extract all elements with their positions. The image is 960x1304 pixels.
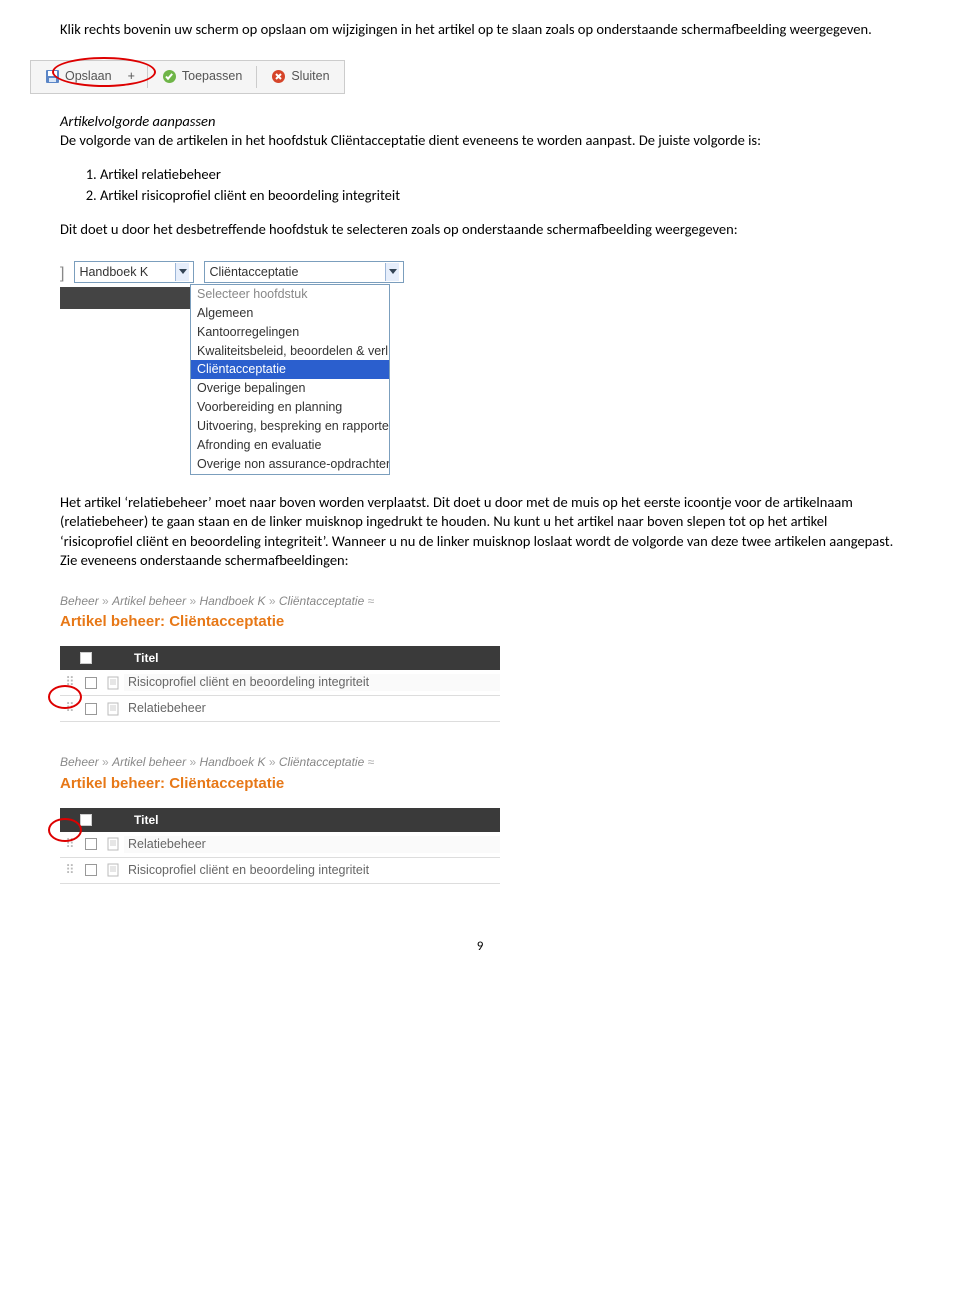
dropdown-option[interactable]: Selecteer hoofdstuk <box>191 285 389 304</box>
dropdown-option[interactable]: Overige bepalingen <box>191 379 389 398</box>
crumb-item: Cliëntacceptatie <box>279 755 364 769</box>
ordered-list: Artikel relatiebeheer Artikel risicoprof… <box>100 165 900 206</box>
dropdown-option[interactable]: Kantoorregelingen <box>191 323 389 342</box>
crumb-item: Beheer <box>60 594 99 608</box>
row-title: Relatiebeheer <box>124 700 500 717</box>
dropdown-option[interactable]: Uitvoering, bespreking en rapporte <box>191 417 389 436</box>
handboek-value: Handboek K <box>79 264 148 281</box>
dropdown-options: Selecteer hoofdstuk Algemeen Kantoorrege… <box>190 284 390 475</box>
row-title: Risicoprofiel cliënt en beoordeling inte… <box>124 862 500 879</box>
hoofdstuk-value: Cliëntacceptatie <box>209 264 298 281</box>
save-icon <box>45 69 60 84</box>
intro-paragraph: Klik rechts bovenin uw scherm op opslaan… <box>60 20 900 40</box>
select-all-checkbox[interactable] <box>80 814 92 826</box>
list-item: Artikel relatiebeheer <box>100 165 900 185</box>
row-checkbox[interactable] <box>85 703 97 715</box>
drag-handle-icon[interactable]: ⠿ <box>60 836 80 853</box>
section-heading: Artikelvolgorde aanpassen De volgorde va… <box>60 112 900 151</box>
dropdown-option[interactable]: Overige non assurance-opdrachter <box>191 455 389 474</box>
table-row[interactable]: ⠿ Relatiebeheer <box>60 696 500 722</box>
select-all-checkbox[interactable] <box>80 652 92 664</box>
chevron-down-icon <box>175 263 189 281</box>
hoofdstuk-select[interactable]: Cliëntacceptatie <box>204 261 404 283</box>
dropdown-option[interactable]: Voorbereiding en planning <box>191 398 389 417</box>
list-title: Artikel beheer: Cliëntacceptatie <box>60 612 500 632</box>
crumb-item: Beheer <box>60 755 99 769</box>
handboek-select[interactable]: Handboek K <box>74 261 194 283</box>
apply-button[interactable]: Toepassen <box>154 65 250 88</box>
drag-handle-icon[interactable]: ⠿ <box>60 700 80 717</box>
drag-explanation: Het artikel ‘relatiebeheer’ moet naar bo… <box>60 493 900 571</box>
row-title: Relatiebeheer <box>124 836 500 853</box>
after-list-text: Dit doet u door het desbetreffende hoofd… <box>60 220 900 240</box>
list-screenshot-after: Beheer » Artikel beheer » Handboek K » C… <box>60 754 500 883</box>
chevron-down-icon <box>385 263 399 281</box>
list-item: Artikel risicoprofiel cliënt en beoordel… <box>100 186 900 206</box>
breadcrumb: Beheer » Artikel beheer » Handboek K » C… <box>60 754 500 770</box>
row-checkbox[interactable] <box>85 864 97 876</box>
gray-bg-bar <box>60 287 190 309</box>
page-icon <box>102 676 124 690</box>
crumb-item: Artikel beheer <box>112 594 186 608</box>
close-icon <box>271 69 286 84</box>
page-icon <box>102 702 124 716</box>
toolbar-screenshot: Opslaan + Toepassen Sluiten <box>60 54 345 112</box>
check-icon <box>162 69 177 84</box>
heading-text: Artikelvolgorde aanpassen <box>60 112 215 130</box>
page-icon <box>102 863 124 877</box>
crumb-item: Cliëntacceptatie <box>279 594 364 608</box>
section-body: De volgorde van de artikelen in het hoof… <box>60 131 761 149</box>
crumb-item: Handboek K <box>199 755 265 769</box>
save-button[interactable]: Opslaan <box>37 65 120 88</box>
page-icon <box>102 837 124 851</box>
breadcrumb: Beheer » Artikel beheer » Handboek K » C… <box>60 593 500 609</box>
apply-label: Toepassen <box>182 68 242 85</box>
table-row[interactable]: ⠿ Risicoprofiel cliënt en beoordeling in… <box>60 858 500 884</box>
drag-handle-icon[interactable]: ⠿ <box>60 674 80 691</box>
list-screenshot-before: Beheer » Artikel beheer » Handboek K » C… <box>60 593 500 722</box>
list-title: Artikel beheer: Cliëntacceptatie <box>60 774 500 794</box>
table-row[interactable]: ⠿ Relatiebeheer <box>60 832 500 858</box>
save-label: Opslaan <box>65 68 112 85</box>
row-checkbox[interactable] <box>85 838 97 850</box>
dropdown-screenshot: ] Handboek K Cliëntacceptatie Selecteer … <box>60 261 404 474</box>
close-label: Sluiten <box>291 68 329 85</box>
dropdown-option[interactable]: Kwaliteitsbeleid, beoordelen & verl <box>191 342 389 361</box>
dropdown-option[interactable]: Algemeen <box>191 304 389 323</box>
close-button[interactable]: Sluiten <box>263 65 337 88</box>
bracket-icon: ] <box>60 263 64 285</box>
table-header: Titel <box>60 646 500 670</box>
save-plus-button[interactable]: + <box>122 65 141 88</box>
crumb-item: Artikel beheer <box>112 755 186 769</box>
plus-label: + <box>128 68 135 85</box>
drag-handle-icon[interactable]: ⠿ <box>60 862 80 879</box>
toolbar-separator <box>256 66 257 88</box>
table-row[interactable]: ⠿ Risicoprofiel cliënt en beoordeling in… <box>60 670 500 696</box>
row-title: Risicoprofiel cliënt en beoordeling inte… <box>124 674 500 691</box>
column-titel: Titel <box>130 650 158 666</box>
crumb-item: Handboek K <box>199 594 265 608</box>
toolbar-separator <box>147 66 148 88</box>
dropdown-option-selected[interactable]: Cliëntacceptatie <box>191 360 389 379</box>
dropdown-option[interactable]: Afronding en evaluatie <box>191 436 389 455</box>
row-checkbox[interactable] <box>85 677 97 689</box>
table-header: Titel <box>60 808 500 832</box>
page-number: 9 <box>60 938 900 956</box>
column-titel: Titel <box>130 812 158 828</box>
